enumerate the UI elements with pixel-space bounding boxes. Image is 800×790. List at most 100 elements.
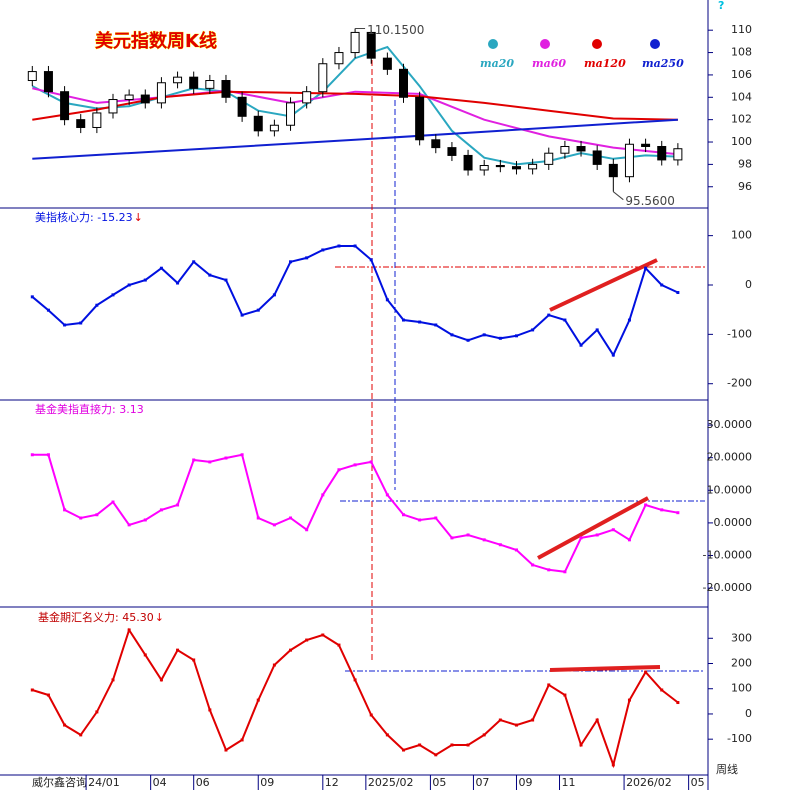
candle-body: [447, 147, 457, 156]
point-marker: [159, 678, 163, 682]
point-marker: [159, 266, 163, 270]
legend-marker: [650, 39, 660, 49]
point-marker: [498, 718, 502, 722]
y-tick-label: 106: [731, 68, 752, 81]
candle-body: [560, 145, 570, 154]
point-marker: [579, 343, 583, 347]
point-marker: [547, 568, 551, 572]
point-marker: [95, 710, 99, 714]
y-tick-label: 10.0000: [707, 483, 753, 496]
candle-body: [237, 96, 247, 117]
panel-title: 基金美指直接力: 3.13: [35, 402, 144, 416]
point-marker: [224, 278, 228, 282]
candle-body: [608, 163, 618, 178]
point-marker: [30, 295, 34, 299]
x-tick-label: 05: [691, 776, 705, 789]
ma-line: [32, 90, 678, 121]
point-marker: [240, 453, 244, 457]
point-marker: [676, 511, 680, 515]
point-marker: [127, 523, 131, 527]
annotation-leader: [613, 191, 624, 201]
y-tick-label: 104: [731, 90, 752, 103]
point-marker: [482, 733, 486, 737]
point-marker: [321, 633, 325, 637]
point-marker: [208, 460, 212, 464]
x-tick-label: 06: [196, 776, 210, 789]
candle-body: [269, 124, 279, 132]
point-marker: [498, 336, 502, 340]
candle-body: [463, 154, 473, 171]
point-marker: [305, 256, 309, 260]
point-marker: [240, 738, 244, 742]
point-marker: [289, 260, 293, 264]
point-marker: [30, 453, 34, 457]
x-tick-label: 07: [475, 776, 489, 789]
candle-body: [140, 94, 150, 104]
candle-body: [511, 166, 521, 170]
candle-body: [286, 102, 296, 126]
legend-marker: [488, 39, 498, 49]
point-marker: [46, 693, 50, 697]
point-marker: [514, 548, 518, 552]
candle-body: [641, 143, 651, 147]
y-tick-label: 96: [738, 180, 752, 193]
y-tick-label: 108: [731, 46, 752, 59]
point-marker: [79, 733, 83, 737]
candle-body: [415, 96, 425, 141]
point-marker: [63, 323, 67, 327]
candle-body: [27, 71, 37, 82]
point-marker: [402, 748, 406, 752]
y-tick-label: 300: [731, 631, 752, 644]
point-marker: [353, 678, 357, 682]
y-tick-label: 20.0000: [707, 451, 753, 464]
point-marker: [208, 273, 212, 277]
y-tick-label: 0: [745, 707, 752, 720]
candle-body: [673, 148, 683, 161]
point-marker: [498, 543, 502, 547]
point-marker: [418, 518, 422, 522]
point-marker: [402, 513, 406, 517]
point-marker: [272, 663, 276, 667]
y-tick-label: -100: [727, 732, 752, 745]
candle-body: [108, 99, 118, 114]
point-marker: [434, 516, 438, 520]
candle-body: [253, 115, 263, 132]
point-marker: [627, 318, 631, 322]
y-tick-label: 100: [731, 135, 752, 148]
y-tick-label: 100: [731, 229, 752, 242]
x-tick-label: 04: [153, 776, 167, 789]
point-marker: [595, 718, 599, 722]
point-marker: [176, 648, 180, 652]
candle-body: [189, 76, 199, 89]
point-marker: [127, 628, 131, 632]
point-marker: [644, 503, 648, 507]
panel-title: 美指核心力: -15.23: [35, 210, 133, 224]
candle-body: [302, 91, 312, 104]
candle-body: [576, 145, 586, 152]
x-tick-label: 12: [325, 776, 339, 789]
annotation: 95.5600: [625, 194, 675, 208]
point-marker: [111, 500, 115, 504]
legend-label: ma60: [532, 57, 566, 70]
point-marker: [627, 538, 631, 542]
point-marker: [514, 334, 518, 338]
legend-label: ma120: [584, 57, 626, 70]
x-tick-label: 09: [518, 776, 532, 789]
point-marker: [466, 338, 470, 342]
y-tick-label: 110: [731, 23, 752, 36]
point-marker: [466, 533, 470, 537]
ma-line: [32, 118, 678, 160]
point-marker: [466, 743, 470, 747]
candle-body: [479, 165, 489, 171]
point-marker: [514, 723, 518, 727]
point-marker: [660, 508, 664, 512]
y-tick-label: -20.0000: [703, 581, 752, 594]
x-tick-label: 2026/02: [626, 776, 672, 789]
y-tick-label: 0: [745, 278, 752, 291]
y-tick-label: 100: [731, 682, 752, 695]
candle-body: [60, 91, 70, 121]
point-marker: [79, 321, 83, 325]
help-icon[interactable]: ?: [718, 0, 724, 12]
point-marker: [240, 313, 244, 317]
